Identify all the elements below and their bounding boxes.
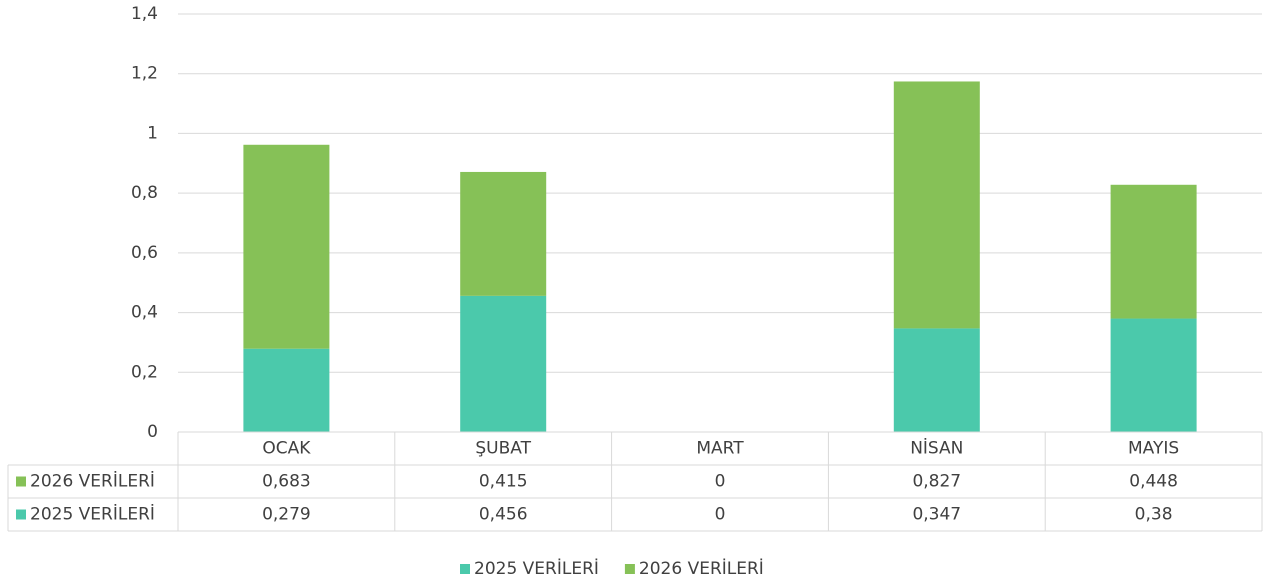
table-cell: 0,415 (479, 472, 528, 492)
bar-segment (460, 171, 547, 296)
y-tick-label: 0 (147, 422, 158, 442)
y-tick-label: 0,2 (131, 362, 158, 382)
x-tick-label: ŞUBAT (475, 439, 531, 459)
table-cell: 0,279 (262, 505, 311, 525)
x-tick-label: OCAK (262, 439, 311, 459)
x-tick-label: MAYIS (1128, 439, 1179, 459)
table-cell: 0,456 (479, 505, 528, 525)
table-cell: 0 (715, 505, 726, 525)
y-tick-label: 1,2 (131, 64, 158, 84)
x-tick-label: MART (696, 439, 744, 459)
table-legend-key (16, 476, 26, 487)
legend-key (460, 564, 470, 574)
table-cell: 0,827 (912, 472, 961, 492)
y-tick-label: 0,6 (131, 243, 158, 263)
bar-segment (893, 328, 980, 432)
bar-segment (893, 81, 980, 329)
y-tick-label: 0,8 (131, 183, 158, 203)
bar-segment (243, 348, 330, 432)
y-tick-label: 1,4 (131, 4, 158, 24)
table-legend-key (16, 509, 26, 520)
table-row-label: 2025 VERİLERİ (30, 504, 155, 525)
bar-segment (460, 295, 547, 432)
bar-segment (1110, 318, 1197, 432)
table-cell: 0,448 (1129, 472, 1178, 492)
table-cell: 0 (715, 472, 726, 492)
y-tick-label: 1 (147, 123, 158, 143)
table-cell: 0,683 (262, 472, 311, 492)
bar-segment (243, 144, 330, 349)
table-row-label: 2026 VERİLERİ (30, 471, 155, 492)
bar-segment (1110, 184, 1197, 319)
legend-label: 2026 VERİLERİ (639, 558, 764, 579)
y-tick-label: 0,4 (131, 303, 158, 323)
table-cell: 0,347 (912, 505, 961, 525)
x-tick-label: NİSAN (910, 438, 963, 459)
legend-label: 2025 VERİLERİ (474, 558, 599, 579)
legend-key (624, 564, 635, 574)
table-cell: 0,38 (1135, 505, 1173, 525)
